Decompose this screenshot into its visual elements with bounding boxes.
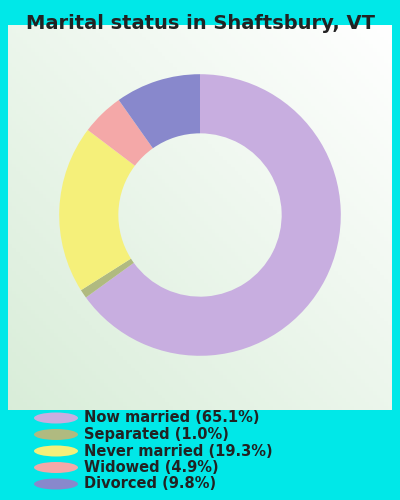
Wedge shape <box>88 100 153 166</box>
Text: Divorced (9.8%): Divorced (9.8%) <box>84 476 216 492</box>
Wedge shape <box>86 74 341 356</box>
Circle shape <box>34 429 78 440</box>
Text: City-Data.com: City-Data.com <box>306 44 380 54</box>
Wedge shape <box>59 130 135 290</box>
Text: Marital status in Shaftsbury, VT: Marital status in Shaftsbury, VT <box>26 14 374 33</box>
Circle shape <box>34 412 78 424</box>
Wedge shape <box>81 258 134 298</box>
Text: Never married (19.3%): Never married (19.3%) <box>84 444 273 458</box>
Text: Separated (1.0%): Separated (1.0%) <box>84 427 229 442</box>
Circle shape <box>34 446 78 456</box>
Text: Widowed (4.9%): Widowed (4.9%) <box>84 460 219 475</box>
Circle shape <box>34 462 78 473</box>
Circle shape <box>34 478 78 490</box>
Text: Now married (65.1%): Now married (65.1%) <box>84 410 260 426</box>
Wedge shape <box>119 74 200 148</box>
